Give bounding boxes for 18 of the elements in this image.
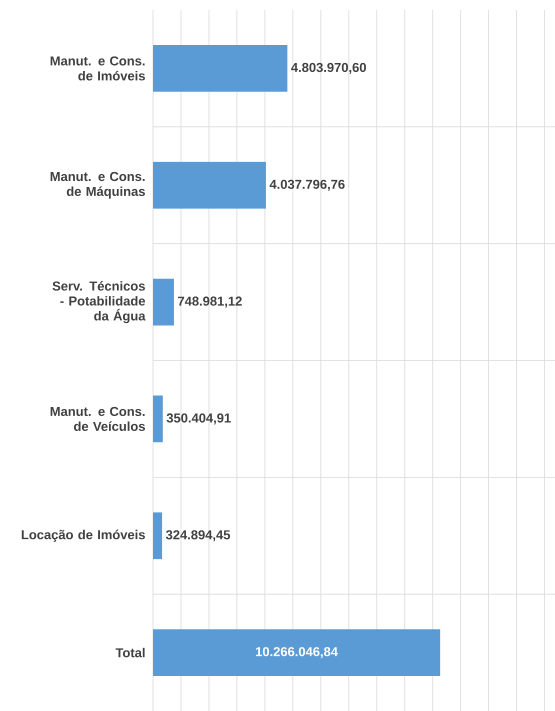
data-label: 324.894,45	[166, 530, 230, 542]
bar	[153, 162, 266, 209]
data-label: 10.266.046,84	[256, 647, 338, 658]
data-label: 4.803.970,60	[291, 62, 366, 74]
y-tick-label: Serv. Técnicos - Potabilidade da Água	[52, 281, 146, 324]
data-label: 350.404,91	[166, 413, 231, 424]
bar	[153, 396, 163, 442]
bar	[153, 629, 440, 676]
y-tick-label: Total	[116, 648, 145, 658]
data-label: 4.037.796,76	[270, 180, 345, 191]
y-tick-label: Manut. e Cons. de Veículos	[50, 406, 145, 431]
bar	[153, 45, 288, 92]
bar	[153, 278, 174, 326]
bar	[153, 512, 162, 560]
y-tick-label: Locação de Imóveis	[22, 530, 145, 542]
data-label: 748.981,12	[178, 296, 242, 308]
y-tick-label: Manut. e Cons. de Máquinas	[50, 172, 145, 199]
y-tick-label: Manut. e Cons. de Imóveis	[50, 56, 145, 80]
